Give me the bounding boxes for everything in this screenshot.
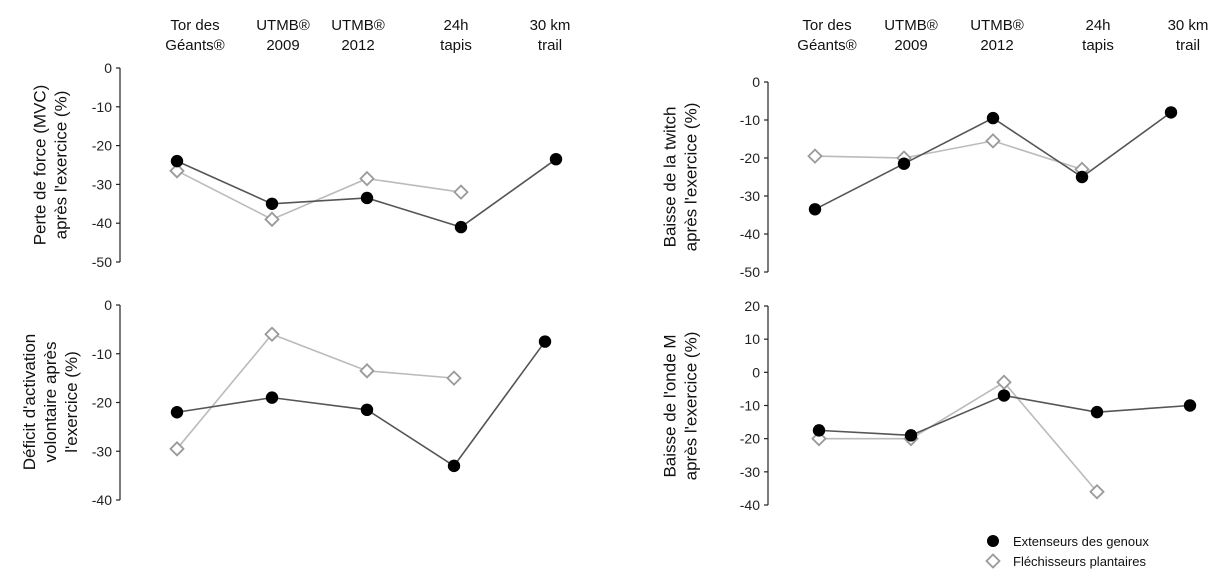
data-point-knee — [265, 391, 279, 404]
data-point-plantar — [359, 170, 375, 187]
y-axis-label: Déficit d'activation — [20, 334, 39, 470]
data-point-knee — [170, 154, 184, 168]
data-point-knee — [170, 406, 184, 419]
data-point-knee — [265, 197, 279, 210]
y-axis-label: après l'exercice (%) — [682, 103, 701, 252]
y-tick-label: 20 — [744, 298, 760, 314]
y-tick-label: 0 — [104, 60, 112, 76]
y-axis-label: volontaire après — [41, 342, 60, 463]
data-point-knee — [1183, 399, 1197, 412]
y-tick-label: -20 — [92, 395, 112, 411]
data-point-knee — [549, 152, 563, 166]
legend-marker-plantar — [985, 553, 1001, 569]
y-axis-label: l'exercice (%) — [62, 351, 81, 453]
series-line-plantar — [176, 333, 455, 450]
data-point-knee — [1075, 170, 1089, 184]
series-line-knee — [176, 341, 546, 467]
legend-marker-knee — [987, 535, 999, 547]
y-tick-label: -20 — [92, 138, 112, 154]
category-label: tapis — [1082, 37, 1114, 54]
category-label: UTMB® — [331, 17, 385, 34]
data-point-knee — [812, 424, 826, 437]
y-tick-label: -30 — [92, 176, 112, 192]
data-point-knee — [360, 191, 374, 205]
y-tick-label: -10 — [740, 112, 760, 128]
data-point-knee — [1090, 405, 1104, 419]
data-point-knee — [997, 389, 1011, 402]
category-label: Géants® — [797, 37, 856, 54]
series-line-plantar — [819, 381, 1098, 493]
category-label: Tor des — [802, 17, 851, 34]
y-tick-label: -10 — [740, 398, 760, 414]
category-label: Tor des — [170, 17, 219, 34]
data-point-plantar — [1089, 483, 1105, 500]
category-label: 30 km — [1168, 17, 1209, 34]
data-point-plantar — [169, 163, 185, 179]
y-tick-label: -10 — [92, 346, 112, 362]
y-tick-label: 0 — [752, 74, 760, 90]
y-tick-label: -40 — [92, 492, 112, 508]
y-tick-label: -10 — [92, 99, 112, 115]
series-line-plantar — [176, 170, 462, 221]
y-tick-label: -30 — [92, 443, 112, 459]
data-point-plantar — [985, 133, 1001, 149]
y-tick-label: -20 — [740, 150, 760, 166]
data-point-plantar — [453, 184, 469, 200]
data-point-plantar — [996, 374, 1012, 391]
data-point-knee — [986, 111, 1000, 125]
y-axis-label: Perte de force (MVC) — [31, 85, 50, 246]
data-point-plantar — [807, 148, 823, 164]
legend-label-plantar: Fléchisseurs plantaires — [1013, 554, 1146, 569]
data-point-knee — [454, 220, 468, 234]
y-tick-label: 10 — [744, 331, 760, 347]
category-label: Géants® — [165, 37, 224, 54]
category-label: 2009 — [266, 37, 299, 54]
category-label: 24h — [443, 17, 468, 34]
data-point-plantar — [446, 370, 462, 386]
y-tick-label: 0 — [752, 364, 760, 380]
y-tick-label: -50 — [92, 254, 112, 270]
category-label: 24h — [1085, 17, 1110, 34]
series-line-plantar — [814, 140, 1083, 171]
data-point-knee — [447, 459, 461, 473]
legend-label-knee: Extenseurs des genoux — [1013, 534, 1149, 549]
y-axis-label: après l'exercice (%) — [682, 332, 701, 481]
category-label: tapis — [440, 37, 472, 54]
y-tick-label: 0 — [104, 297, 112, 313]
category-label: UTMB® — [884, 17, 938, 34]
data-point-plantar — [264, 326, 280, 343]
data-point-knee — [897, 157, 911, 170]
category-label: trail — [538, 37, 562, 54]
y-axis-label: Baisse de l'onde M — [661, 334, 680, 477]
data-point-knee — [808, 203, 822, 216]
y-tick-label: -30 — [740, 464, 760, 480]
y-axis-label: Baisse de la twitch — [661, 107, 680, 248]
category-label: 2012 — [980, 37, 1013, 54]
series-line-knee — [814, 111, 1172, 211]
data-point-knee — [538, 335, 552, 348]
y-tick-label: -30 — [740, 188, 760, 204]
y-tick-label: -40 — [740, 497, 760, 513]
y-tick-label: -20 — [740, 431, 760, 447]
category-label: 30 km — [530, 17, 571, 34]
data-point-plantar — [359, 363, 375, 379]
category-label: 2009 — [894, 37, 927, 54]
data-point-knee — [904, 429, 918, 442]
data-point-plantar — [169, 441, 185, 457]
category-label: UTMB® — [256, 17, 310, 34]
y-tick-label: -40 — [92, 215, 112, 231]
data-point-knee — [360, 403, 374, 417]
category-label: trail — [1176, 37, 1200, 54]
data-point-knee — [1164, 106, 1178, 119]
category-label: 2012 — [341, 37, 374, 54]
data-point-plantar — [264, 211, 280, 228]
category-label: UTMB® — [970, 17, 1024, 34]
y-tick-label: -50 — [740, 264, 760, 280]
y-axis-label: après l'exercice (%) — [52, 91, 71, 240]
y-tick-label: -40 — [740, 226, 760, 242]
